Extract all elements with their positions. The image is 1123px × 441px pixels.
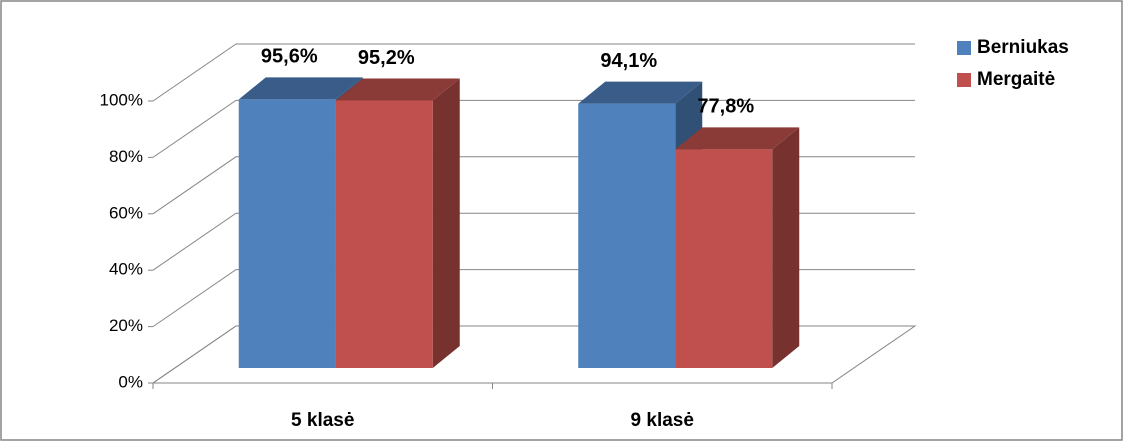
y-tick-label: 20%: [109, 316, 143, 335]
bar: [238, 99, 336, 368]
x-tick-label: 9 klasė: [631, 410, 694, 431]
bar: [335, 100, 433, 368]
y-tick-label: 100%: [100, 90, 143, 109]
bar: [578, 103, 676, 368]
bar-top: [238, 77, 363, 100]
value-label: 95,2%: [358, 47, 415, 69]
value-label: 95,6%: [261, 46, 318, 68]
legend-label: Berniukas: [977, 37, 1069, 58]
y-tick-label: 60%: [109, 203, 143, 222]
y-tick-label: 0%: [118, 372, 143, 391]
grid-line: [152, 43, 915, 102]
legend-swatch: [957, 41, 971, 55]
bar-top: [335, 78, 460, 101]
y-tick-label: 80%: [109, 147, 143, 166]
bar: [675, 149, 773, 368]
bar-side: [432, 78, 460, 368]
x-tick-label: 5 klasė: [291, 410, 354, 431]
value-label: 94,1%: [600, 50, 657, 72]
value-label: 77,8%: [697, 96, 754, 118]
bar-top: [578, 81, 703, 104]
legend-swatch: [957, 73, 971, 87]
legend-label: Mergaitė: [977, 69, 1055, 90]
y-tick-label: 40%: [109, 260, 143, 279]
bar-side: [772, 127, 800, 368]
bar-top: [675, 127, 800, 150]
